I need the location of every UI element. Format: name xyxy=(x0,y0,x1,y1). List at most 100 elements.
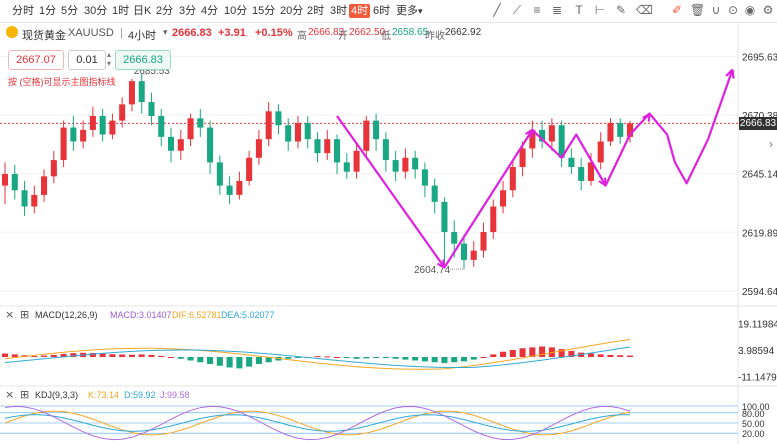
macd-histogram-bar xyxy=(197,357,204,363)
parallel-lines-icon[interactable]: ≡ xyxy=(533,3,541,17)
candle-body xyxy=(109,120,116,135)
candle-body xyxy=(226,185,233,195)
candle-body xyxy=(500,190,507,207)
pane-close-icon[interactable]: × xyxy=(5,388,14,401)
fibonacci-icon[interactable]: ≣ xyxy=(551,3,563,17)
macd-histogram-bar xyxy=(431,357,438,363)
timeframe-tab[interactable]: 10分 xyxy=(224,5,248,17)
timeframe-tab[interactable]: 3时 xyxy=(330,5,348,17)
timeframe-tab[interactable]: 1时 xyxy=(112,5,130,17)
timeframe-tab[interactable]: 20分 xyxy=(280,5,304,17)
candle-body xyxy=(11,174,18,191)
current-price-tag: 2666.83 xyxy=(739,117,777,131)
macd-histogram-bar xyxy=(373,357,380,358)
eraser-icon[interactable]: ⌫ xyxy=(636,3,653,17)
draw-settings-icon[interactable]: ✐ xyxy=(671,3,683,17)
ray-icon[interactable]: ⟋ xyxy=(512,3,522,17)
candle-body xyxy=(167,136,175,151)
price-tick-label: 2670.38 xyxy=(742,111,777,122)
candle-body xyxy=(207,127,214,163)
macd-histogram-bar xyxy=(568,350,575,357)
more-tools-icon[interactable]: ⚙ xyxy=(762,3,774,17)
candle-body xyxy=(597,141,604,163)
price-change: +3.91 xyxy=(218,27,246,39)
pane-settings-icon[interactable]: ⊞ xyxy=(20,388,29,401)
quote-header: 现货黄金 XAUUSD | 4小时 ▾ 2666.83 +3.91 +0.15%… xyxy=(0,22,777,44)
timeframe-tab[interactable]: 30分 xyxy=(84,5,108,17)
macd-histogram-bar xyxy=(294,357,301,358)
candle-body xyxy=(99,115,106,135)
sell-price-button[interactable]: 2667.07 xyxy=(8,50,64,70)
macd-histogram-bar xyxy=(509,350,516,357)
timeframe-tab[interactable]: 1分 xyxy=(39,5,57,17)
d-line xyxy=(4,414,631,432)
candle-body xyxy=(21,190,28,207)
candle-body xyxy=(402,157,409,172)
timeframe-tab[interactable]: 4分 xyxy=(201,5,219,17)
open-label: 开 xyxy=(338,31,348,42)
ruler-icon[interactable]: ⊢ xyxy=(594,3,606,17)
candle-body xyxy=(50,160,57,177)
k-line xyxy=(4,410,631,436)
timeframe-tab[interactable]: 更多 xyxy=(396,5,418,17)
quantity-stepper[interactable]: ▴ ▾ xyxy=(107,50,112,68)
chevron-down-icon[interactable]: ▾ xyxy=(163,27,168,37)
chevron-right-icon[interactable]: › xyxy=(769,137,773,151)
candle-body xyxy=(304,122,311,140)
timeframe-tab[interactable]: 日K xyxy=(133,5,152,17)
candle-body xyxy=(255,139,262,158)
chevron-down-icon[interactable]: ▾ xyxy=(418,6,423,16)
period-select[interactable]: 4小时 xyxy=(128,30,157,42)
macd-histogram-bar xyxy=(70,353,77,357)
brush-icon[interactable]: ✎ xyxy=(615,3,627,17)
timeframe-tab[interactable]: 分时 xyxy=(12,5,34,17)
candle-body xyxy=(431,185,438,202)
candle-body xyxy=(441,201,448,233)
timeframe-tab[interactable]: 2分 xyxy=(156,5,174,17)
candle-body xyxy=(119,104,126,121)
timeframe-tab[interactable]: 15分 xyxy=(252,5,276,17)
candle-body xyxy=(626,123,634,137)
timeframe-tab[interactable]: 5分 xyxy=(61,5,79,17)
pane-close-icon[interactable]: × xyxy=(5,308,14,321)
timeframe-tab[interactable]: 6时 xyxy=(373,5,391,17)
macd-histogram-bar xyxy=(490,354,497,357)
indicator-hint: 按 (空格)可显示主图指标线 xyxy=(8,77,116,87)
magnet-icon[interactable]: ∪ xyxy=(711,3,721,17)
candle-body xyxy=(470,250,477,260)
kdj-tick-label: 80.00 xyxy=(742,409,765,419)
macd-label: MACD(12,26,9) xyxy=(35,310,98,320)
macd-tick-label: 3.98594 xyxy=(738,346,775,357)
quantity-input[interactable]: 0.01 xyxy=(68,50,106,70)
eye-icon[interactable]: ◉ xyxy=(744,3,756,17)
delete-icon[interactable]: 🗑 xyxy=(690,3,706,17)
projection-arrowhead xyxy=(525,129,534,138)
symbol-name[interactable]: 现货黄金 xyxy=(22,30,66,42)
timeframe-tab[interactable]: 3分 xyxy=(179,5,197,17)
macd-histogram-bar xyxy=(363,357,370,359)
pane-settings-icon[interactable]: ⊞ xyxy=(20,308,29,321)
candle-body xyxy=(451,232,458,244)
buy-price-button[interactable]: 2666.83 xyxy=(115,50,171,70)
candle-body xyxy=(421,169,428,186)
timeframe-tab[interactable]: 4时 xyxy=(349,4,371,18)
candle-body xyxy=(294,122,301,142)
kdj-tick-label: 20.00 xyxy=(742,429,765,439)
kdj-label: KDJ(9,3,3) xyxy=(35,390,78,400)
low-annotation: 2604.74 xyxy=(414,265,451,276)
macd-histogram-bar xyxy=(529,347,536,357)
text-tool-icon[interactable]: T xyxy=(575,3,583,17)
macd-histogram-bar xyxy=(324,356,331,358)
macd-histogram-bar xyxy=(177,357,184,359)
candle-body xyxy=(587,162,594,181)
macd-histogram-bar xyxy=(60,353,67,357)
lock-icon[interactable]: ⊙ xyxy=(727,3,739,17)
gold-icon xyxy=(6,26,18,38)
price-change-pct: +0.15% xyxy=(255,27,293,39)
k-value: K:73.14 xyxy=(88,390,119,400)
trend-line-icon[interactable]: ╱ xyxy=(493,3,501,17)
candle-body xyxy=(187,118,194,140)
timeframe-tab[interactable]: 2时 xyxy=(307,5,325,17)
d-value: D:59.92 xyxy=(124,390,156,400)
macd-histogram-bar xyxy=(421,357,428,362)
